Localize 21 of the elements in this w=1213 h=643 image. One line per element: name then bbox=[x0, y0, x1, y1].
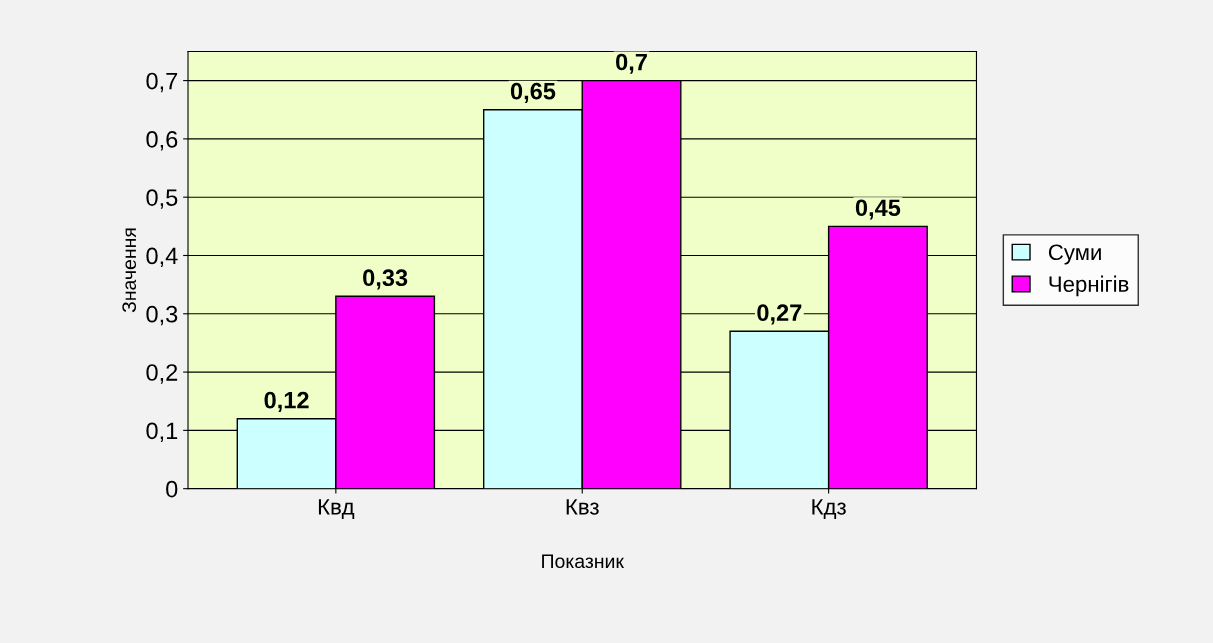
data-label: 0,27 bbox=[757, 304, 802, 325]
data-label: 0,65 bbox=[510, 82, 556, 103]
data-label: 0,12 bbox=[264, 391, 309, 412]
y-tick-label: 0,1 bbox=[146, 422, 178, 442]
y-tick-label: 0 bbox=[166, 480, 178, 498]
data-label: 0,45 bbox=[855, 199, 901, 220]
data-label: 0,33 bbox=[363, 269, 408, 290]
y-axis-title: Значення bbox=[122, 228, 137, 313]
legend-label: Чернігів bbox=[1049, 275, 1129, 297]
x-tick-label: Кдз bbox=[812, 499, 846, 519]
y-tick-label: 0,6 bbox=[146, 130, 178, 151]
x-tick-label: Квд bbox=[318, 499, 355, 519]
y-tick-label: 0,5 bbox=[146, 189, 178, 209]
x-tick-label: Квз bbox=[566, 499, 599, 515]
data-label: 0,7 bbox=[616, 53, 647, 74]
y-tick-label: 0,7 bbox=[146, 72, 178, 93]
y-tick-label: 0,3 bbox=[146, 305, 178, 326]
x-axis-title: Показник bbox=[542, 554, 625, 569]
y-tick-label: 0,2 bbox=[146, 364, 178, 384]
legend-label: Суми bbox=[1048, 244, 1101, 265]
y-tick-label: 0,4 bbox=[146, 247, 178, 268]
